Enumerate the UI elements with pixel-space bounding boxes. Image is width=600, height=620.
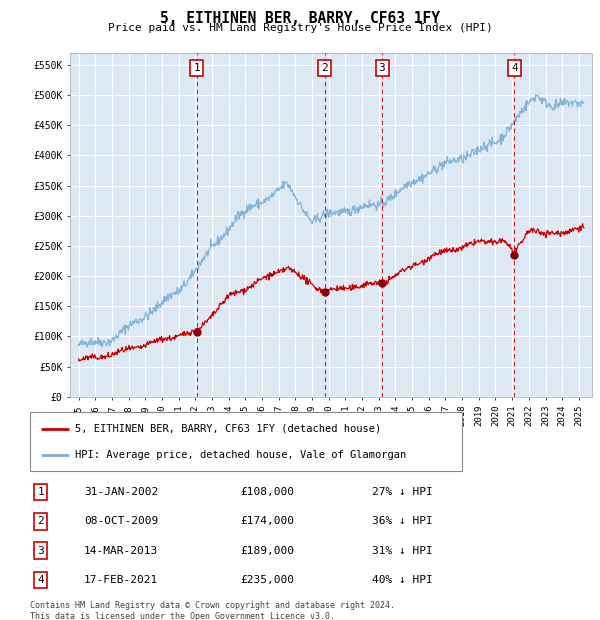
Text: 5, EITHINEN BER, BARRY, CF63 1FY: 5, EITHINEN BER, BARRY, CF63 1FY xyxy=(160,11,440,26)
Text: £108,000: £108,000 xyxy=(240,487,294,497)
Text: £189,000: £189,000 xyxy=(240,546,294,556)
Text: 3: 3 xyxy=(379,63,385,73)
Text: £235,000: £235,000 xyxy=(240,575,294,585)
Text: 4: 4 xyxy=(511,63,518,73)
Text: 31-JAN-2002: 31-JAN-2002 xyxy=(84,487,158,497)
Text: 08-OCT-2009: 08-OCT-2009 xyxy=(84,516,158,526)
Text: HPI: Average price, detached house, Vale of Glamorgan: HPI: Average price, detached house, Vale… xyxy=(76,450,407,460)
Text: 1: 1 xyxy=(37,487,44,497)
Text: 5, EITHINEN BER, BARRY, CF63 1FY (detached house): 5, EITHINEN BER, BARRY, CF63 1FY (detach… xyxy=(76,424,382,434)
Text: 3: 3 xyxy=(37,546,44,556)
Text: Contains HM Land Registry data © Crown copyright and database right 2024.
This d: Contains HM Land Registry data © Crown c… xyxy=(30,601,395,620)
Text: Price paid vs. HM Land Registry's House Price Index (HPI): Price paid vs. HM Land Registry's House … xyxy=(107,23,493,33)
Text: 2: 2 xyxy=(322,63,328,73)
Text: 17-FEB-2021: 17-FEB-2021 xyxy=(84,575,158,585)
Text: 14-MAR-2013: 14-MAR-2013 xyxy=(84,546,158,556)
Text: 2: 2 xyxy=(37,516,44,526)
Text: 31% ↓ HPI: 31% ↓ HPI xyxy=(372,546,433,556)
Text: 36% ↓ HPI: 36% ↓ HPI xyxy=(372,516,433,526)
Text: £174,000: £174,000 xyxy=(240,516,294,526)
FancyBboxPatch shape xyxy=(30,412,462,471)
Text: 27% ↓ HPI: 27% ↓ HPI xyxy=(372,487,433,497)
Text: 4: 4 xyxy=(37,575,44,585)
Text: 1: 1 xyxy=(193,63,200,73)
Text: 40% ↓ HPI: 40% ↓ HPI xyxy=(372,575,433,585)
